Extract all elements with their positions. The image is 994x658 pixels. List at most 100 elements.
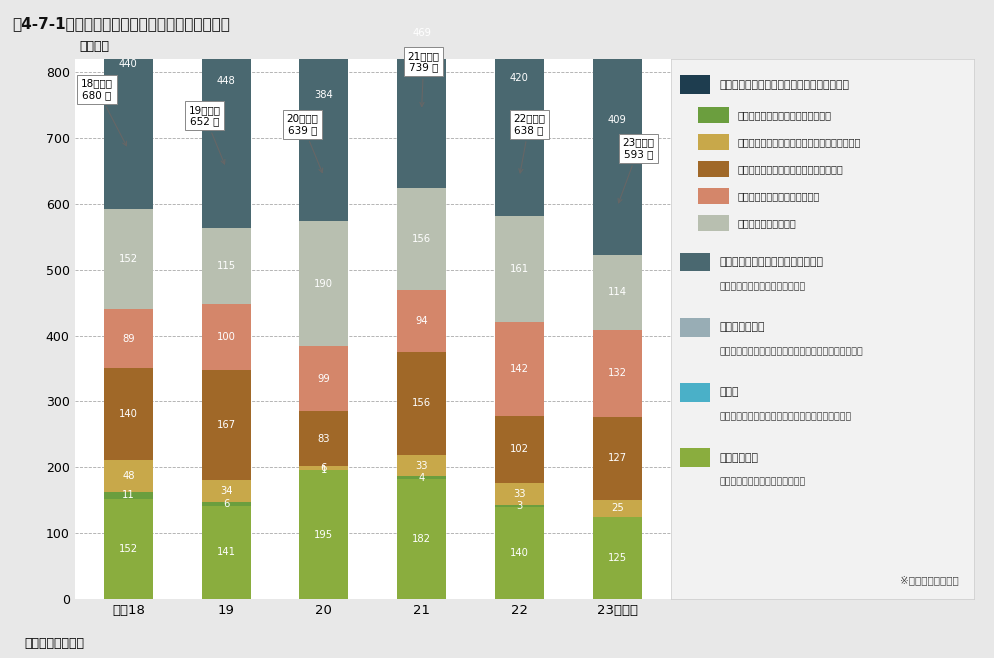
Text: 115: 115 bbox=[217, 261, 236, 271]
Bar bbox=[592, 417, 641, 500]
Bar bbox=[592, 0, 641, 255]
Text: 33: 33 bbox=[415, 461, 427, 470]
Text: 140: 140 bbox=[510, 547, 529, 558]
Text: 161: 161 bbox=[510, 265, 529, 274]
Text: （船舶からの有害液体物質排出禁止規定違反）: （船舶からの有害液体物質排出禁止規定違反） bbox=[738, 137, 861, 147]
Text: 142: 142 bbox=[510, 364, 529, 374]
Bar bbox=[299, 221, 348, 346]
Bar bbox=[299, 411, 348, 466]
Bar bbox=[104, 209, 153, 309]
Bar bbox=[202, 0, 250, 228]
Bar bbox=[680, 253, 711, 272]
Text: （廃物投棄禁止、貨物の脱落防止設備規定違反等）: （廃物投棄禁止、貨物の脱落防止設備規定違反等） bbox=[720, 413, 852, 421]
Bar bbox=[495, 216, 544, 322]
Text: 資料：海上保安庁: 資料：海上保安庁 bbox=[25, 637, 84, 650]
Bar bbox=[680, 448, 711, 467]
Bar bbox=[398, 290, 446, 352]
Bar bbox=[299, 470, 348, 599]
Text: 384: 384 bbox=[314, 89, 333, 100]
Bar bbox=[680, 318, 711, 337]
Text: （廃船等の投棄禁止規定違反）: （廃船等の投棄禁止規定違反） bbox=[738, 191, 820, 201]
Bar bbox=[104, 309, 153, 368]
Text: （船舶からの廃棄物排出禁止規定違反）: （船舶からの廃棄物排出禁止規定違反） bbox=[738, 164, 843, 174]
Text: 114: 114 bbox=[607, 287, 626, 297]
Bar bbox=[495, 483, 544, 505]
Text: 409: 409 bbox=[607, 115, 626, 125]
Text: 18年合計
680 件: 18年合計 680 件 bbox=[82, 78, 126, 146]
Text: 440: 440 bbox=[119, 59, 138, 70]
Bar bbox=[202, 304, 250, 370]
Text: 102: 102 bbox=[510, 444, 529, 455]
Text: 100: 100 bbox=[217, 332, 236, 342]
Text: その他の法令: その他の法令 bbox=[720, 453, 758, 463]
Text: （その他の規定違反）: （その他の規定違反） bbox=[738, 218, 796, 228]
Text: 3: 3 bbox=[516, 501, 523, 511]
Text: 20年合計
639 件: 20年合計 639 件 bbox=[286, 113, 323, 172]
Bar bbox=[104, 460, 153, 492]
Text: 152: 152 bbox=[118, 544, 138, 554]
Text: 94: 94 bbox=[415, 316, 428, 326]
Text: 448: 448 bbox=[217, 76, 236, 86]
Bar bbox=[104, 0, 153, 209]
Text: 127: 127 bbox=[607, 453, 627, 463]
Text: 156: 156 bbox=[413, 234, 431, 244]
Bar bbox=[202, 228, 250, 304]
Text: 34: 34 bbox=[220, 486, 233, 496]
Text: 156: 156 bbox=[413, 398, 431, 409]
Text: 152: 152 bbox=[118, 254, 138, 265]
Bar bbox=[680, 383, 711, 402]
Bar bbox=[202, 502, 250, 506]
Bar bbox=[299, 466, 348, 470]
Text: 22年合計
638 件: 22年合計 638 件 bbox=[513, 113, 545, 173]
Text: 廃棄物の処理及び清掃に関する法律: 廃棄物の処理及び清掃に関する法律 bbox=[720, 257, 823, 267]
Text: 48: 48 bbox=[122, 470, 134, 481]
Bar bbox=[592, 255, 641, 330]
Bar bbox=[698, 215, 729, 231]
Bar bbox=[495, 505, 544, 507]
Text: 99: 99 bbox=[317, 374, 330, 384]
Bar bbox=[202, 480, 250, 502]
Bar bbox=[495, 507, 544, 599]
Text: （廃棄物の投棄禁止規定違反等）: （廃棄物の投棄禁止規定違反等） bbox=[720, 282, 806, 291]
Text: 6: 6 bbox=[321, 463, 327, 473]
Text: 港則法: 港則法 bbox=[720, 388, 739, 397]
Text: 83: 83 bbox=[318, 434, 330, 443]
Bar bbox=[698, 188, 729, 204]
Bar bbox=[299, 346, 348, 411]
Bar bbox=[592, 517, 641, 599]
Bar bbox=[592, 500, 641, 517]
Text: 132: 132 bbox=[607, 368, 626, 378]
Bar bbox=[398, 0, 446, 188]
Text: （都道府県漁業調整規則違反等）: （都道府県漁業調整規則違反等） bbox=[720, 478, 806, 486]
Bar bbox=[398, 476, 446, 479]
Text: （件数）: （件数） bbox=[80, 39, 109, 53]
Text: 6: 6 bbox=[223, 499, 230, 509]
Text: 围4-7-1　海上環境関係法令違反送致件数の推移: 围4-7-1 海上環境関係法令違反送致件数の推移 bbox=[12, 16, 230, 32]
Text: 水質汚濁防止法: 水質汚濁防止法 bbox=[720, 322, 765, 332]
Bar bbox=[680, 76, 711, 94]
Text: 23年合計
593 件: 23年合計 593 件 bbox=[618, 138, 655, 203]
Bar bbox=[698, 107, 729, 123]
Bar bbox=[104, 368, 153, 460]
Text: 21年合計
739 件: 21年合計 739 件 bbox=[408, 51, 439, 107]
Text: 190: 190 bbox=[314, 278, 333, 289]
Bar bbox=[104, 492, 153, 499]
Bar bbox=[202, 370, 250, 480]
Text: 1: 1 bbox=[321, 465, 327, 475]
Text: 195: 195 bbox=[314, 530, 333, 540]
Text: 125: 125 bbox=[607, 553, 627, 563]
Text: 33: 33 bbox=[513, 489, 526, 499]
Text: 4: 4 bbox=[418, 472, 424, 483]
Bar bbox=[495, 416, 544, 483]
Text: 19年合計
652 件: 19年合計 652 件 bbox=[189, 105, 225, 164]
Bar bbox=[592, 330, 641, 417]
Text: （排水基準に適合しない排出水の排出禁止規定違反等）: （排水基準に適合しない排出水の排出禁止規定違反等） bbox=[720, 347, 863, 356]
Bar bbox=[398, 455, 446, 476]
Bar bbox=[398, 479, 446, 599]
Bar bbox=[398, 352, 446, 455]
Bar bbox=[104, 499, 153, 599]
Bar bbox=[698, 161, 729, 177]
Text: 141: 141 bbox=[217, 547, 236, 557]
Text: 海洋汚染等及び海上災害の防止に関する法律: 海洋汚染等及び海上災害の防止に関する法律 bbox=[720, 80, 850, 90]
Text: 167: 167 bbox=[217, 420, 236, 430]
